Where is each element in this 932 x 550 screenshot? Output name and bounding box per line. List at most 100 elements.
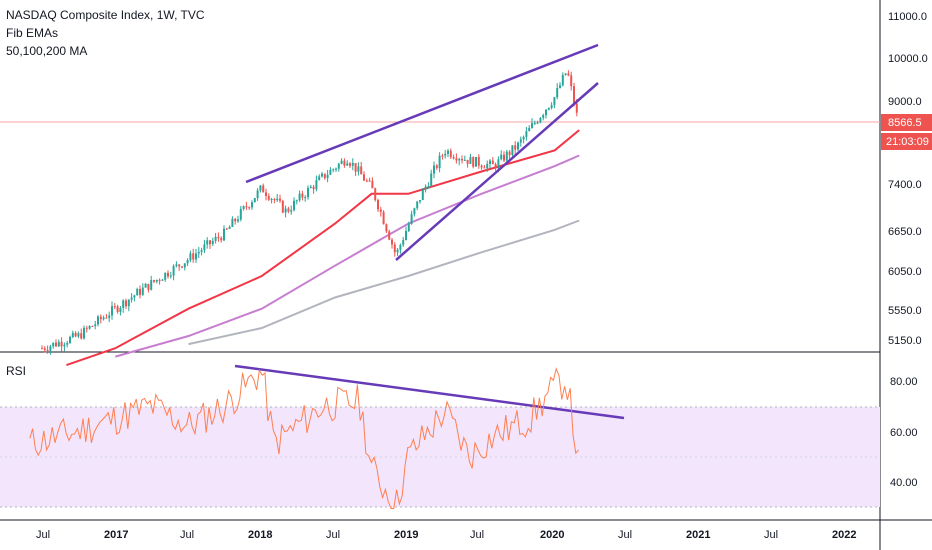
candle [559,82,561,89]
upper-trendline[interactable] [245,43,599,184]
candle-body [200,250,203,252]
candle [570,71,573,91]
candle [307,185,309,200]
candle [332,168,335,173]
candle-body [169,275,172,277]
candle [346,160,349,167]
candle [539,117,542,124]
candle-body [421,189,424,201]
candle [231,216,234,228]
candle [494,162,497,171]
candle-body [279,198,281,201]
candle [438,152,441,173]
candle-body [74,332,77,337]
candle [256,188,259,201]
candle-body [253,198,256,203]
candle [189,250,192,263]
candle [225,227,228,230]
candle [178,264,181,271]
price-tick: 6650.0 [888,226,922,238]
candle [312,184,315,194]
candle [88,325,91,330]
candle-body [281,200,284,213]
candle [545,109,547,119]
candle [77,331,80,339]
lower-trendline[interactable] [395,82,599,261]
candle [458,157,461,166]
candle [69,335,71,344]
candle [466,159,469,168]
candle [561,72,564,87]
candle-body [155,279,158,282]
candle [382,210,385,225]
candle-body [547,107,550,110]
candle [295,199,298,205]
candle-body [43,348,46,350]
indicator-fib-emas[interactable]: Fib EMAs [6,26,59,40]
candle-body [144,283,147,288]
candle [253,197,256,203]
candle [183,263,186,271]
rsi-pane-label[interactable]: RSI [6,364,27,378]
candle-body [505,151,508,161]
candle-body [66,343,69,345]
candle-body [273,199,276,201]
candle [206,237,209,249]
candle-body [573,86,575,104]
candle-body [122,300,125,308]
candle [147,283,150,293]
candle [343,158,346,168]
ma-line-2 [115,154,580,358]
candle [99,314,102,324]
candle-body [377,200,379,210]
candle-body [388,231,391,240]
candle-body [519,139,522,143]
candle-body [382,211,385,225]
candle-body [276,198,279,201]
price-tick: 6050.0 [888,266,922,278]
candle [433,161,435,179]
candle [281,199,284,214]
candle [150,275,153,291]
rsi-trendline[interactable] [234,364,625,420]
candle-body [197,251,200,254]
price-axis[interactable]: 11000.0 10000.0 9000.0 7400.0 6650.0 605… [888,11,928,347]
candle-body [508,151,511,155]
candle [351,158,354,171]
indicator-ma[interactable]: 50,100,200 MA [6,44,88,58]
candle [298,190,301,202]
rsi-axis[interactable]: 80.00 60.00 40.00 [890,376,918,489]
candle-body [237,219,239,222]
candle-body [85,327,88,329]
candle-body [69,337,71,344]
candle-body [449,150,452,158]
rsi-tick: 60.00 [890,427,918,439]
time-tick: 2021 [686,529,710,541]
candle [63,342,66,352]
candle [234,217,237,225]
candle-body [564,73,567,76]
candle [237,215,239,223]
countdown-badge [881,133,932,150]
candle [94,320,97,330]
candle-body [133,295,136,298]
candle-body [321,173,323,177]
time-tick: 2017 [104,529,128,541]
candle-body [542,115,545,118]
candle [239,205,242,222]
candle-body [248,207,251,209]
candle [270,197,273,204]
candle-body [167,272,169,277]
candle [220,236,223,243]
candle-body [567,73,570,76]
candle-body [307,188,309,198]
candle-body [503,154,505,161]
candle [371,177,374,189]
time-axis[interactable]: Jul 2017 Jul 2018 Jul 2019 Jul 2020 Jul … [36,529,856,541]
candle [489,159,491,169]
candle-body [298,193,301,201]
candle [396,247,399,257]
candle [410,210,413,225]
candle-body [147,283,150,290]
